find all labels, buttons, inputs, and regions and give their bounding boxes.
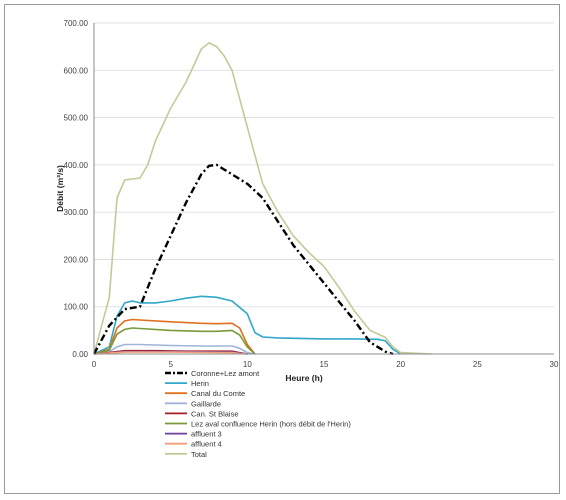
legend-label: Canal du Comte: [191, 389, 245, 398]
series-line-4: [93, 343, 256, 355]
legend-label: Can. St Blaise: [191, 409, 239, 418]
series-line-3: [93, 318, 256, 355]
y-axis-ticks: 0.00 100.00 200.00 300.00 400.00 500.00 600.00…: [64, 19, 89, 359]
x-tick-label: 10: [243, 360, 252, 369]
y-tick-label: 400.00: [64, 161, 89, 170]
y-tick-label: 200.00: [64, 255, 89, 264]
series-lines: [92, 42, 432, 356]
legend-label: Coronne+Lez amont: [191, 369, 260, 378]
y-tick-label: 100.00: [64, 303, 89, 312]
y-tick-label: 300.00: [64, 208, 89, 217]
series-line-6: [93, 327, 256, 355]
legend-label: affluent 3: [191, 430, 222, 439]
x-tick-label: 5: [168, 360, 173, 369]
x-tick-label: 15: [320, 360, 329, 369]
x-tick-label: 30: [550, 360, 559, 369]
legend-label: Total: [191, 450, 207, 459]
x-tick-label: 25: [473, 360, 482, 369]
y-tick-label: 600.00: [64, 66, 89, 75]
y-tick-label: 500.00: [64, 114, 89, 123]
grid: [94, 22, 554, 308]
y-tick-label: 0.00: [72, 350, 88, 359]
legend-label: Herin: [191, 379, 209, 388]
y-axis-title: Débit (m³/s): [55, 165, 65, 212]
legend-label: affluent 4: [191, 440, 222, 449]
x-axis-ticks: 0 5 10 15 20 25 30: [92, 360, 559, 369]
y-tick-label: 700.00: [64, 19, 89, 28]
legend-label: Lez aval confluence Herin (hors débit de…: [191, 420, 351, 429]
x-tick-label: 0: [92, 360, 97, 369]
x-axis-title: Heure (h): [285, 373, 322, 383]
chart-frame: 0.00 100.00 200.00 300.00 400.00 500.00 600.00…: [4, 4, 560, 494]
line-chart: 0.00 100.00 200.00 300.00 400.00 500.00 600.00…: [55, 19, 559, 459]
legend-label: Gaillarde: [191, 399, 221, 408]
series-line-9: [93, 42, 432, 355]
series-line-2: [93, 295, 402, 355]
x-tick-label: 20: [396, 360, 405, 369]
